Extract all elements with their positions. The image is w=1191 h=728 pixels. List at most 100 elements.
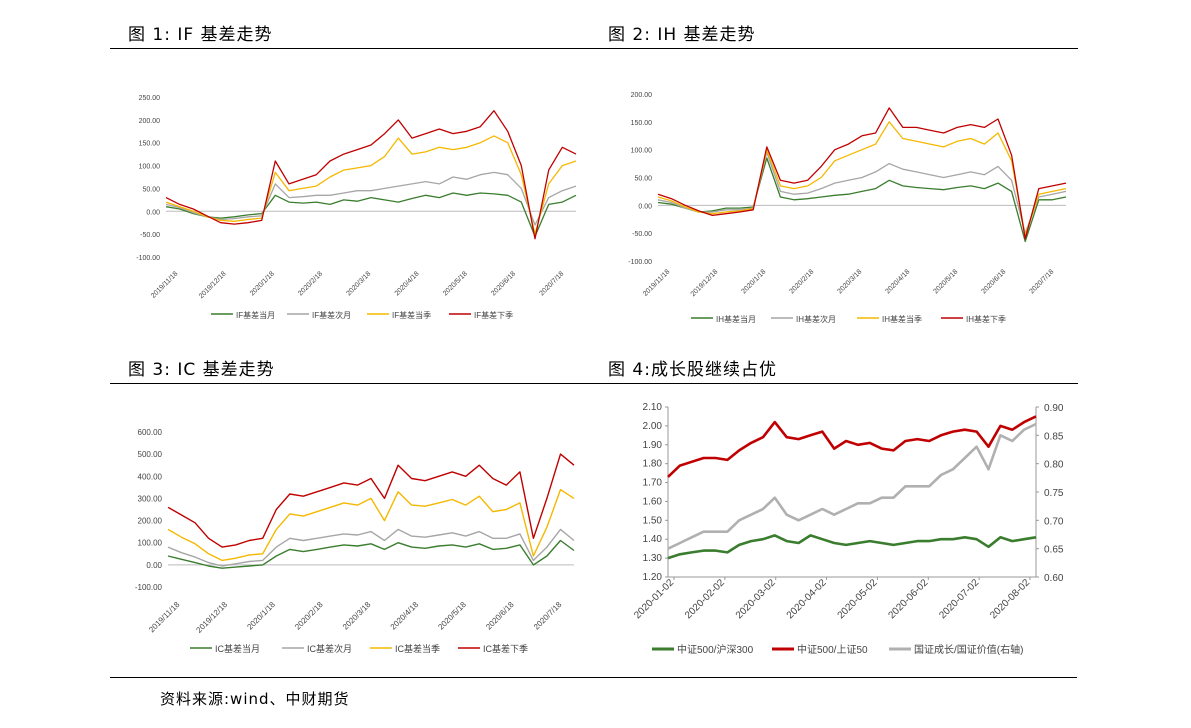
y-tick-label: -50.00	[632, 231, 652, 238]
legend-label: IC基差当月	[215, 643, 260, 654]
legend-label: IF基差下季	[474, 310, 513, 320]
y-tick-label: 1.30	[643, 553, 663, 564]
legend-label: IH基差当季	[882, 314, 922, 324]
x-tick-label: 2020-05-02	[836, 577, 880, 621]
y2-tick-label: 0.65	[1044, 545, 1064, 556]
y-tick-label: 150.00	[139, 141, 161, 148]
y-tick-label: 200.00	[139, 118, 161, 125]
growth-value-chart: 2.10 2.00 1.90 1.80 1.70 1.60 1.50 1.40 1.30 1.20…	[632, 402, 1064, 656]
y-tick-label: 400.00	[138, 472, 163, 481]
series-line	[165, 135, 577, 235]
x-tick-label: 2020-08-02	[988, 577, 1032, 621]
y-tick-label: 50.00	[142, 186, 160, 193]
x-tick-label: 2020-01-02	[632, 577, 676, 621]
figure-title: 图 4:成长股继续占优	[608, 360, 777, 380]
legend-label: IC基差次月	[307, 643, 352, 654]
series-line	[667, 422, 1037, 550]
y-tick-label: 100.00	[139, 164, 161, 171]
y-tick-label: 0.00	[146, 209, 160, 216]
legend-label: 中证500/上证50	[797, 643, 868, 656]
x-tick-label: 2019/11/18	[150, 270, 179, 299]
panel-ih-basis: 图 2: IH 基差走势 200.00 150.00 100.00 50.00 0.00…	[596, 0, 1191, 345]
y-tick-label: 1.50	[643, 515, 663, 526]
title-rule	[596, 383, 1078, 384]
series-line	[657, 121, 1067, 237]
x-tick-label: 2020/3/18	[836, 268, 863, 295]
legend-label: 国证成长/国证价值(右轴)	[914, 643, 1023, 656]
x-tick-label: 2020-07-02	[937, 577, 981, 621]
series-line	[167, 453, 575, 548]
x-tick-label: 2020/2/18	[297, 270, 324, 297]
y-tick-label: 1.70	[643, 478, 663, 489]
series-line	[165, 192, 577, 238]
y-tick-label: 2.00	[643, 421, 663, 432]
legend-label: IC基差当季	[395, 643, 440, 654]
title-rule	[110, 48, 597, 49]
series-line	[657, 157, 1067, 243]
series-line	[167, 539, 575, 569]
series-line	[657, 107, 1067, 240]
x-tick-label: 2020/5/18	[932, 268, 959, 295]
x-tick-label: 2020/4/18	[884, 268, 911, 295]
x-tick-label: 2019/11/18	[147, 600, 182, 635]
x-tick-label: 2020/4/18	[389, 600, 421, 632]
x-tick-label: 2020/6/18	[490, 270, 517, 297]
x-tick-label: 2019/12/18	[198, 270, 228, 300]
panel-growth-value: 图 4:成长股继续占优 2.10 2.00 1.90 1.80 1.70 1.60 1.50…	[596, 345, 1191, 675]
legend-label: IF基差当季	[392, 310, 431, 320]
series-line	[167, 488, 575, 562]
y-tick-label: 50.00	[634, 176, 652, 183]
x-tick-label: 2020-03-02	[734, 577, 778, 621]
figure-title: 图 1: IF 基差走势	[128, 25, 273, 45]
x-tick-label: 2020-02-02	[683, 577, 727, 621]
y-tick-label: 600.00	[138, 428, 163, 437]
x-tick-label: 2020/2/18	[788, 268, 815, 295]
series-line	[667, 534, 1037, 560]
y-tick-label: 1.80	[643, 459, 663, 470]
y2-tick-label: 0.90	[1044, 403, 1064, 414]
figure-title: 图 2: IH 基差走势	[608, 25, 756, 45]
if-basis-chart: 250.00 200.00 150.00 100.00 50.00 0.00 -50.00 -…	[136, 95, 577, 320]
y-tick-label: 2.10	[643, 402, 663, 413]
y2-tick-label: 0.60	[1044, 573, 1064, 584]
x-tick-label: 2020/5/18	[442, 270, 469, 297]
y-tick-label: 200.00	[631, 92, 653, 99]
y2-tick-label: 0.85	[1044, 431, 1064, 442]
legend-label: IF基差次月	[312, 310, 351, 320]
series-line	[167, 528, 575, 567]
x-tick-label: 2020/6/18	[980, 268, 1007, 295]
x-tick-label: 2020/6/18	[484, 600, 516, 632]
series-line	[165, 110, 577, 240]
title-rule	[596, 48, 1078, 49]
series-line	[667, 415, 1037, 478]
panel-if-basis: 图 1: IF 基差走势 250.00 200.00 150.00 100.00 50.…	[0, 0, 597, 345]
panel-ic-basis: 图 3: IC 基差走势 600.00 500.00 400.00 300.00 200…	[0, 345, 597, 675]
legend-label: IF基差当月	[236, 310, 275, 320]
ih-basis-chart: 200.00 150.00 100.00 50.00 0.00 -50.00 -100.00…	[628, 92, 1067, 324]
x-tick-label: 2020/2/18	[293, 600, 325, 632]
x-tick-label: 2020/5/18	[436, 600, 468, 632]
y-tick-label: -100.00	[628, 259, 652, 266]
source-note: 资料来源:wind、中财期货	[160, 690, 350, 708]
legend-label: 中证500/沪深300	[677, 643, 754, 656]
x-tick-label: 2020/1/18	[249, 270, 276, 297]
x-tick-label: 2019/11/18	[642, 268, 671, 297]
x-tick-label: 2020/3/18	[341, 600, 373, 632]
y-tick-label: -50.00	[140, 232, 160, 239]
y-tick-label: -100.00	[135, 583, 163, 592]
y-tick-label: 0.00	[146, 561, 162, 570]
x-tick-label: 2020/1/18	[740, 268, 767, 295]
x-tick-label: 2020/7/18	[1028, 268, 1055, 295]
figure-title: 图 3: IC 基差走势	[128, 360, 275, 380]
bottom-rule	[110, 677, 1077, 678]
y-tick-label: 1.40	[643, 534, 663, 545]
x-tick-label: 2019/12/18	[194, 600, 229, 635]
series-line	[165, 171, 577, 226]
y-tick-label: 0.00	[638, 203, 652, 210]
x-tick-label: 2020-06-02	[886, 577, 930, 621]
x-tick-label: 2020-04-02	[785, 577, 829, 621]
y-tick-label: 200.00	[138, 517, 163, 526]
title-rule	[110, 383, 597, 384]
y-tick-label: 100.00	[631, 148, 653, 155]
x-tick-label: 2019/12/18	[690, 268, 720, 298]
